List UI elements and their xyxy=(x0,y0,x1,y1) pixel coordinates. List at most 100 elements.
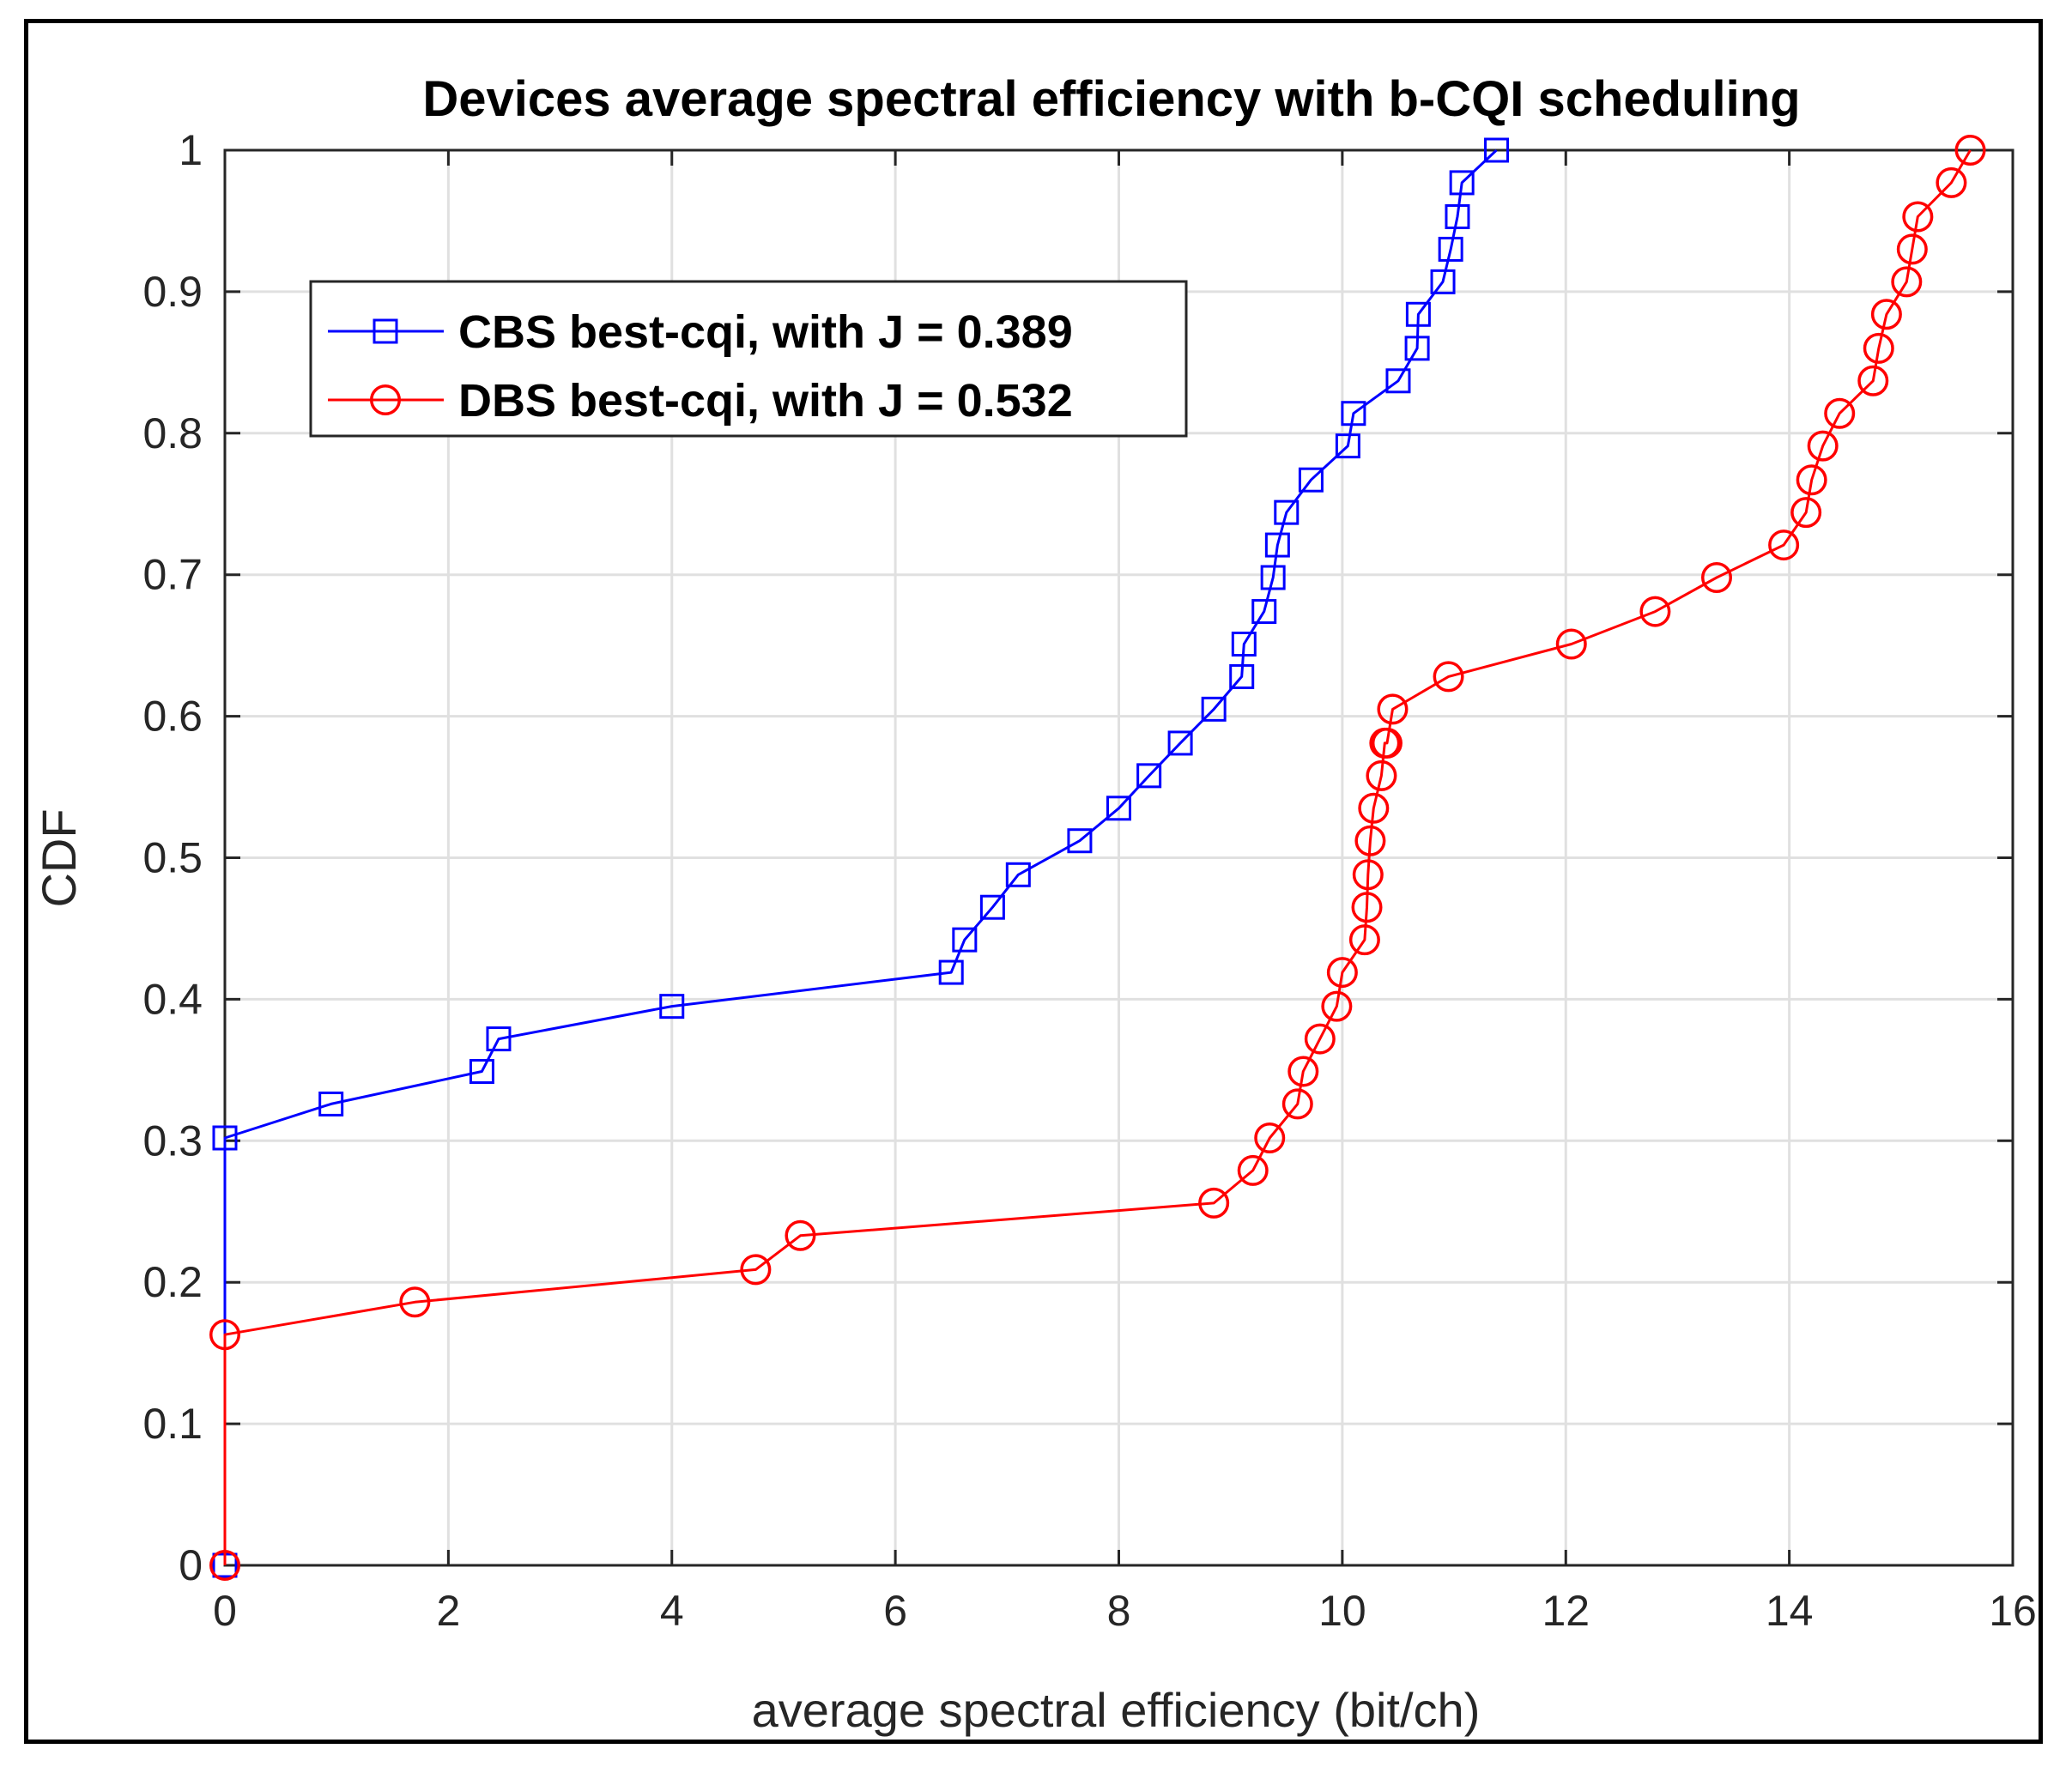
data-point-square xyxy=(1167,730,1193,756)
data-point-square xyxy=(938,959,964,985)
data-point-square xyxy=(373,318,398,344)
axis-ticks: 0 2 4 6 8 10 12 14 16 0 0.1 0.2 0.3 0.4 0.5 0.6 0.7 0.8 0.… xyxy=(142,126,2036,1635)
y-tick-label: 0.9 xyxy=(142,268,203,316)
data-point-circle xyxy=(1555,628,1587,660)
series-1 xyxy=(209,135,1986,1581)
data-point-circle xyxy=(1863,332,1894,364)
data-point-circle xyxy=(1351,892,1383,923)
data-point-circle xyxy=(1304,1023,1336,1055)
y-tick-label: 0.4 xyxy=(142,975,203,1023)
data-point-square xyxy=(469,1058,494,1084)
data-point-square xyxy=(1405,301,1431,327)
data-point-square xyxy=(1136,763,1162,789)
data-point-circle xyxy=(1366,759,1397,791)
legend-label: DBS best-cqi, with J = 0.532 xyxy=(458,375,1073,427)
data-point-square xyxy=(318,1091,344,1116)
data-point-square xyxy=(1385,368,1411,394)
data-point-circle xyxy=(1891,266,1923,298)
data-point-circle xyxy=(1768,529,1800,561)
data-point-square xyxy=(486,1026,512,1052)
y-tick-label: 0.6 xyxy=(142,693,203,741)
data-point-circle xyxy=(1857,365,1889,396)
data-point-square xyxy=(1264,532,1290,558)
data-point-circle xyxy=(1433,661,1464,693)
legend-item: CBS best-cqi, with J = 0.389 xyxy=(328,306,1073,358)
data-point-square xyxy=(1484,137,1510,163)
data-point-circle xyxy=(1896,233,1928,265)
data-point-circle xyxy=(1281,1088,1313,1120)
y-axis-label: CDF xyxy=(32,808,86,907)
data-point-square xyxy=(1274,499,1300,525)
figure-frame xyxy=(24,19,2043,1744)
data-point-circle xyxy=(1358,792,1390,824)
data-point-circle xyxy=(740,1254,772,1286)
data-point-square xyxy=(1067,828,1093,854)
data-point-square xyxy=(1201,696,1227,722)
y-tick-label: 1 xyxy=(179,126,203,174)
data-point-square xyxy=(1298,467,1324,493)
y-tick-label: 0.3 xyxy=(142,1116,203,1165)
data-point-circle xyxy=(209,1550,240,1581)
data-point-square xyxy=(1231,632,1257,657)
data-point-circle xyxy=(1371,727,1403,759)
y-tick-label: 0.2 xyxy=(142,1258,203,1306)
y-tick-label: 0.8 xyxy=(142,409,203,457)
data-point-circle xyxy=(1701,561,1733,593)
data-point-circle xyxy=(785,1219,816,1251)
data-point-circle xyxy=(399,1286,431,1318)
data-point-circle xyxy=(1287,1056,1319,1087)
data-point-circle xyxy=(1936,166,1967,198)
data-point-circle xyxy=(1326,957,1358,989)
data-point-circle xyxy=(1902,201,1934,233)
data-point-circle xyxy=(1954,135,1986,166)
x-tick-label: 6 xyxy=(883,1587,907,1635)
x-tick-label: 12 xyxy=(1542,1587,1590,1635)
data-point-square xyxy=(1005,862,1031,887)
data-point-square xyxy=(1260,565,1286,590)
chart-title: Devices average spectral efficiency with… xyxy=(422,71,1800,127)
data-point-circle xyxy=(1352,859,1384,891)
data-point-square xyxy=(1229,663,1255,689)
data-point-square xyxy=(1341,401,1366,427)
data-point-square xyxy=(659,994,685,1020)
data-point-circle xyxy=(1639,596,1671,627)
data-point-circle xyxy=(1790,497,1822,529)
x-tick-label: 16 xyxy=(1989,1587,2037,1635)
x-tick-label: 8 xyxy=(1107,1587,1131,1635)
legend-label: CBS best-cqi, with J = 0.389 xyxy=(458,306,1073,358)
data-point-circle xyxy=(370,384,401,415)
data-point-circle xyxy=(1254,1122,1286,1154)
data-point-circle xyxy=(1237,1154,1269,1186)
series-line xyxy=(223,148,1498,1565)
data-point-circle xyxy=(1870,299,1902,330)
data-point-circle xyxy=(1198,1187,1230,1219)
data-point-circle xyxy=(1354,825,1386,856)
x-tick-label: 0 xyxy=(213,1587,237,1635)
series-line xyxy=(223,149,1972,1565)
x-tick-label: 14 xyxy=(1766,1587,1814,1635)
data-point-circle xyxy=(1807,430,1839,462)
data-point-square xyxy=(1445,204,1470,230)
y-tick-label: 0 xyxy=(179,1541,203,1589)
data-point-circle xyxy=(1824,397,1856,429)
data-point-square xyxy=(952,927,978,953)
legend-box xyxy=(309,280,1188,438)
data-point-square xyxy=(1404,336,1430,361)
data-point-square xyxy=(1106,796,1131,821)
x-tick-label: 4 xyxy=(660,1587,684,1635)
data-point-circle xyxy=(1377,693,1409,725)
data-point-circle xyxy=(1796,464,1827,496)
legend-item: DBS best-cqi, with J = 0.532 xyxy=(328,375,1073,427)
x-tick-label: 10 xyxy=(1318,1587,1366,1635)
y-tick-label: 0.7 xyxy=(142,551,203,599)
x-tick-label: 2 xyxy=(436,1587,460,1635)
data-point-square xyxy=(979,894,1005,920)
y-tick-label: 0.1 xyxy=(142,1400,203,1448)
data-point-square xyxy=(1449,170,1475,196)
data-point-square xyxy=(1438,236,1463,262)
series-0 xyxy=(212,137,1510,1578)
legend: CBS best-cqi, with J = 0.389 DBS best-cqi… xyxy=(309,280,1188,438)
data-point-circle xyxy=(209,1319,240,1351)
series-layer xyxy=(209,135,1986,1581)
